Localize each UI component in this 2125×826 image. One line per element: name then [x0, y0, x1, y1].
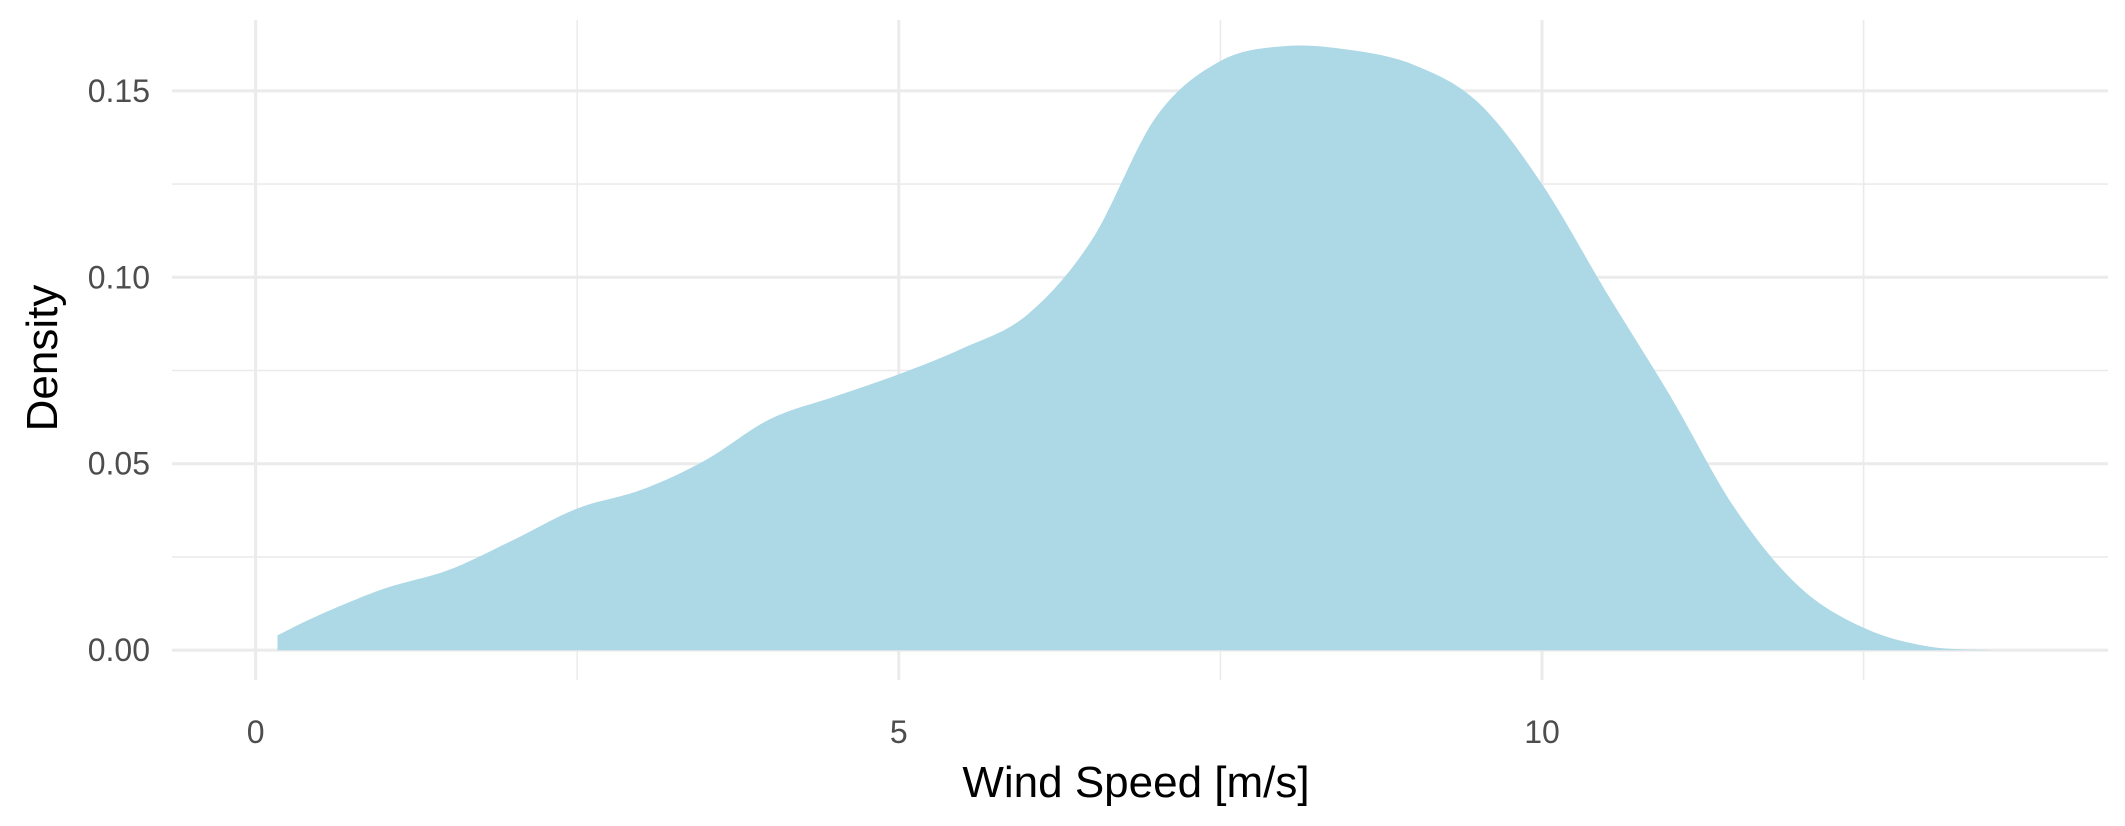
x-tick-label: 5 [890, 714, 908, 750]
y-tick-label: 0.00 [88, 632, 150, 668]
y-tick-label: 0.05 [88, 446, 150, 482]
density-area [277, 45, 1993, 651]
x-axis-ticks: 0 5 10 [247, 714, 1560, 750]
x-tick-label: 0 [247, 714, 265, 750]
y-tick-label: 0.15 [88, 73, 150, 109]
x-axis-title: Wind Speed [m/s] [962, 758, 1309, 807]
plot-marks [277, 45, 1993, 651]
y-axis-ticks: 0.00 0.05 0.10 0.15 [88, 73, 150, 668]
x-tick-label: 10 [1524, 714, 1560, 750]
y-tick-label: 0.10 [88, 259, 150, 295]
y-axis-title: Density [18, 285, 67, 432]
